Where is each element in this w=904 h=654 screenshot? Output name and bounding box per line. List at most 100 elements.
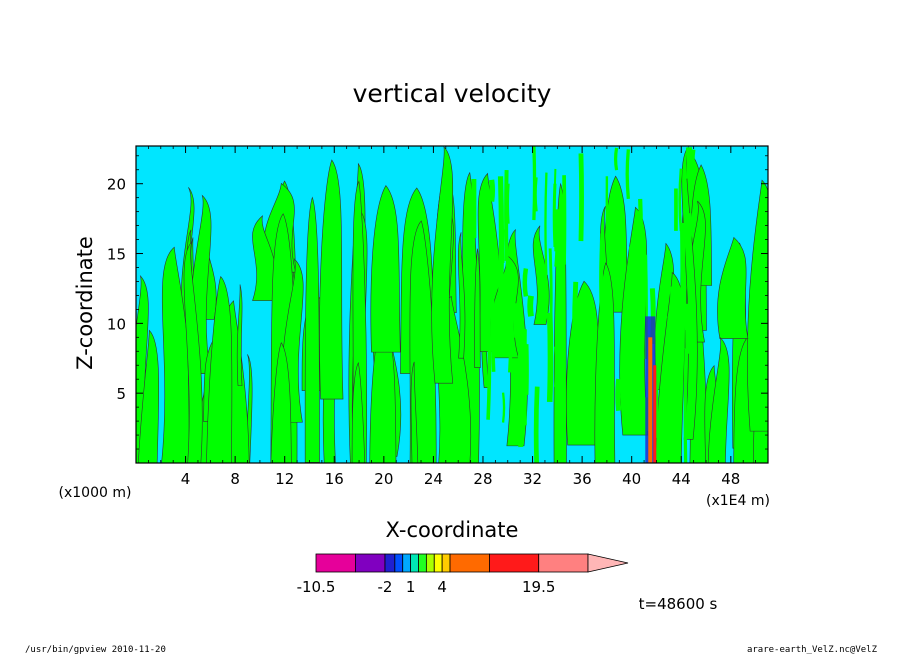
x-unit-left: (x1000 m) (59, 485, 132, 501)
colorbar-segment (425, 553, 435, 573)
contour-band (270, 342, 292, 463)
colorbar-segment (315, 553, 356, 573)
x-tick-label: 12 (275, 470, 294, 488)
contour-streak (513, 303, 518, 338)
x-tick-label: 24 (424, 470, 443, 488)
colorbar-segment (402, 553, 412, 573)
colorbar-label: -2 (378, 578, 393, 596)
x-tick-label: 40 (622, 470, 641, 488)
x-tick-label: 32 (523, 470, 542, 488)
contour-streak (688, 212, 693, 241)
x-tick-label: 4 (181, 470, 191, 488)
colorbar-segment (538, 553, 589, 573)
x-tick-label: 8 (230, 470, 240, 488)
contour-band (457, 232, 466, 359)
plot-area (135, 145, 769, 464)
contour-streak (508, 316, 513, 373)
contour-band (351, 361, 366, 463)
contour-streak (490, 260, 496, 372)
contour-streak (615, 378, 622, 411)
colorbar-segment (449, 553, 490, 573)
colorbar-arrow (587, 553, 629, 573)
contour-streak (613, 195, 621, 310)
contour-streak (527, 295, 534, 317)
contour-band (138, 329, 160, 463)
contour-streak (554, 209, 562, 267)
y-tick-label: 5 (116, 385, 126, 403)
velocity-contour-fills (136, 146, 768, 463)
contour-streak (685, 303, 692, 354)
chart-title: vertical velocity (353, 79, 552, 108)
contour-streak (505, 179, 508, 298)
updraft-core-inner (648, 337, 653, 463)
x-tick-label: 36 (573, 470, 592, 488)
y-tick-label: 10 (107, 315, 126, 333)
updraft-core-max (653, 365, 657, 463)
y-axis-ticks: 5 10 15 20 (107, 155, 768, 450)
contour-streak (578, 153, 584, 242)
contour-streak (638, 198, 643, 261)
colorbar-label: 4 (437, 578, 447, 596)
colorbar-labels: -10.5 -2 1 4 19.5 (297, 578, 556, 596)
footer-left: /usr/bin/gpview 2010-11-20 (25, 645, 166, 654)
x-axis-label: X-coordinate (386, 518, 519, 542)
contour-streak (629, 246, 635, 372)
contour-streak (501, 392, 506, 423)
contour-streak (552, 183, 557, 248)
colorbar-segment (489, 553, 540, 573)
contour-band (304, 196, 320, 463)
colorbar-segment (355, 553, 386, 573)
contour-streak (669, 286, 675, 369)
colorbar-segment (410, 553, 419, 573)
contour-band (183, 241, 203, 463)
x-axis-ticks: 4 8 12 16 20 24 28 32 36 40 44 48 (147, 146, 757, 488)
contour-streak (533, 386, 540, 463)
contour-streak (468, 225, 475, 285)
contour-band (236, 284, 243, 386)
contour-streak (625, 149, 630, 200)
contour-streak (599, 341, 604, 463)
time-label: t=48600 s (639, 595, 718, 613)
contour-streak (497, 176, 505, 298)
contour-streak (517, 343, 524, 448)
contour-band (319, 159, 344, 400)
contour-band (717, 236, 749, 339)
contour-streak (572, 281, 579, 384)
colorbar-segment (418, 553, 427, 573)
velocity-streaks (468, 146, 696, 463)
colorbar-label: 1 (406, 578, 416, 596)
contour-streak (678, 168, 683, 232)
y-axis-label: Z-coordinate (73, 236, 97, 370)
contour-streak (690, 149, 696, 173)
contour-band (707, 336, 730, 463)
colorbar-label: -10.5 (297, 578, 336, 596)
contour-streak (614, 147, 619, 171)
x-tick-label: 44 (672, 470, 691, 488)
contour-streak (522, 268, 529, 297)
contour-band (370, 185, 401, 353)
contour-streak (667, 316, 672, 380)
contour-streak (683, 348, 688, 463)
contour-band (410, 361, 419, 463)
colorbar-label: 19.5 (522, 578, 555, 596)
x-tick-label: 48 (721, 470, 740, 488)
contour-streak (486, 298, 492, 420)
contour-streak (488, 179, 496, 202)
contour-band (431, 146, 454, 384)
contour-band (532, 225, 550, 325)
colorbar-segment (394, 553, 404, 573)
contour-streak (599, 233, 605, 330)
x-tick-label: 20 (374, 470, 393, 488)
contour-band (206, 275, 233, 463)
y-tick-label: 15 (107, 246, 126, 264)
contour-band (747, 179, 768, 432)
contour-streak (553, 346, 560, 388)
y-tick-label: 20 (107, 176, 126, 194)
x-tick-label: 28 (473, 470, 492, 488)
colorbar (315, 553, 629, 573)
contour-streak (544, 172, 548, 276)
contour-band (409, 220, 437, 463)
contour-streak (580, 306, 586, 345)
plot-frame (135, 145, 769, 464)
colorbar-segment (441, 553, 451, 573)
